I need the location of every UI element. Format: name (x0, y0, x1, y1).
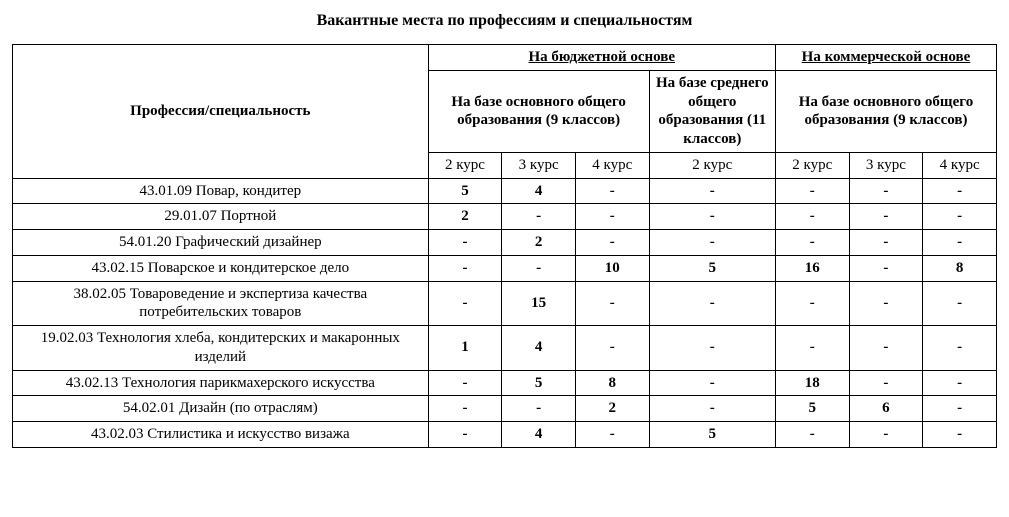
value-cell: - (428, 255, 502, 281)
table-body: 43.01.09 Повар, кондитер54-----29.01.07 … (13, 178, 997, 447)
value-cell: - (849, 255, 923, 281)
profession-name: 19.02.03 Технология хлеба, кондитерских … (13, 326, 429, 371)
profession-name: 43.01.09 Повар, кондитер (13, 178, 429, 204)
value-cell: 1 (428, 326, 502, 371)
value-cell: - (502, 204, 576, 230)
value-cell: - (849, 370, 923, 396)
value-cell: 5 (775, 396, 849, 422)
value-cell: - (649, 326, 775, 371)
value-cell: - (849, 178, 923, 204)
header-budget-basis: На бюджетной основе (428, 45, 775, 71)
header-c-course2: 2 курс (775, 152, 849, 178)
table-row: 54.02.01 Дизайн (по отраслям)--2-56- (13, 396, 997, 422)
table-row: 29.01.07 Портной2------ (13, 204, 997, 230)
table-row: 43.02.13 Технология парикмахерского иску… (13, 370, 997, 396)
page-title: Вакантные места по профессиям и специаль… (12, 12, 997, 30)
value-cell: - (923, 326, 997, 371)
value-cell: - (923, 396, 997, 422)
value-cell: 5 (428, 178, 502, 204)
value-cell: - (923, 204, 997, 230)
value-cell: - (428, 422, 502, 448)
table-row: 43.01.09 Повар, кондитер54----- (13, 178, 997, 204)
value-cell: - (849, 326, 923, 371)
profession-name: 43.02.15 Поварское и кондитерское дело (13, 255, 429, 281)
header-b-course3: 3 курс (502, 152, 576, 178)
value-cell: - (502, 396, 576, 422)
value-cell: 2 (428, 204, 502, 230)
value-cell: - (428, 230, 502, 256)
header-b11-course2: 2 курс (649, 152, 775, 178)
value-cell: - (775, 230, 849, 256)
value-cell: - (575, 204, 649, 230)
value-cell: 4 (502, 326, 576, 371)
value-cell: 4 (502, 178, 576, 204)
value-cell: - (923, 178, 997, 204)
value-cell: - (575, 422, 649, 448)
value-cell: 2 (575, 396, 649, 422)
table-row: 38.02.05 Товароведение и экспертиза каче… (13, 281, 997, 326)
value-cell: 2 (502, 230, 576, 256)
table-row: 54.01.20 Графический дизайнер-2----- (13, 230, 997, 256)
value-cell: 18 (775, 370, 849, 396)
value-cell: - (849, 204, 923, 230)
value-cell: - (775, 204, 849, 230)
value-cell: - (428, 396, 502, 422)
table-row: 43.02.03 Стилистика и искусство визажа-4… (13, 422, 997, 448)
value-cell: - (649, 178, 775, 204)
value-cell: 6 (849, 396, 923, 422)
value-cell: 4 (502, 422, 576, 448)
value-cell: 16 (775, 255, 849, 281)
profession-name: 43.02.13 Технология парикмахерского иску… (13, 370, 429, 396)
table-row: 19.02.03 Технология хлеба, кондитерских … (13, 326, 997, 371)
header-profession: Профессия/специальность (13, 45, 429, 179)
value-cell: 8 (575, 370, 649, 396)
value-cell: 10 (575, 255, 649, 281)
value-cell: - (849, 281, 923, 326)
value-cell: - (649, 204, 775, 230)
header-c-course4: 4 курс (923, 152, 997, 178)
value-cell: - (775, 326, 849, 371)
profession-name: 43.02.03 Стилистика и искусство визажа (13, 422, 429, 448)
value-cell: - (575, 281, 649, 326)
header-commercial-9: На базе основного общего образования (9 … (775, 70, 996, 152)
header-budget-9: На базе основного общего образования (9 … (428, 70, 649, 152)
value-cell: 5 (649, 422, 775, 448)
header-commercial-basis: На коммерческой основе (775, 45, 996, 71)
value-cell: - (923, 370, 997, 396)
value-cell: - (849, 230, 923, 256)
value-cell: 5 (649, 255, 775, 281)
value-cell: 5 (502, 370, 576, 396)
value-cell: - (923, 230, 997, 256)
value-cell: - (575, 326, 649, 371)
value-cell: - (575, 230, 649, 256)
value-cell: - (775, 281, 849, 326)
value-cell: - (649, 230, 775, 256)
value-cell: 8 (923, 255, 997, 281)
value-cell: 15 (502, 281, 576, 326)
value-cell: - (575, 178, 649, 204)
value-cell: - (775, 178, 849, 204)
header-b-course2: 2 курс (428, 152, 502, 178)
profession-name: 54.01.20 Графический дизайнер (13, 230, 429, 256)
value-cell: - (428, 281, 502, 326)
profession-name: 38.02.05 Товароведение и экспертиза каче… (13, 281, 429, 326)
header-c-course3: 3 курс (849, 152, 923, 178)
value-cell: - (923, 422, 997, 448)
header-budget-11: На базе среднего общего образования (11 … (649, 70, 775, 152)
profession-name: 54.02.01 Дизайн (по отраслям) (13, 396, 429, 422)
header-b-course4: 4 курс (575, 152, 649, 178)
value-cell: - (428, 370, 502, 396)
value-cell: - (775, 422, 849, 448)
value-cell: - (649, 281, 775, 326)
value-cell: - (923, 281, 997, 326)
value-cell: - (849, 422, 923, 448)
table-row: 43.02.15 Поварское и кондитерское дело--… (13, 255, 997, 281)
profession-name: 29.01.07 Портной (13, 204, 429, 230)
value-cell: - (502, 255, 576, 281)
value-cell: - (649, 396, 775, 422)
vacancies-table: Профессия/специальность На бюджетной осн… (12, 44, 997, 448)
value-cell: - (649, 370, 775, 396)
